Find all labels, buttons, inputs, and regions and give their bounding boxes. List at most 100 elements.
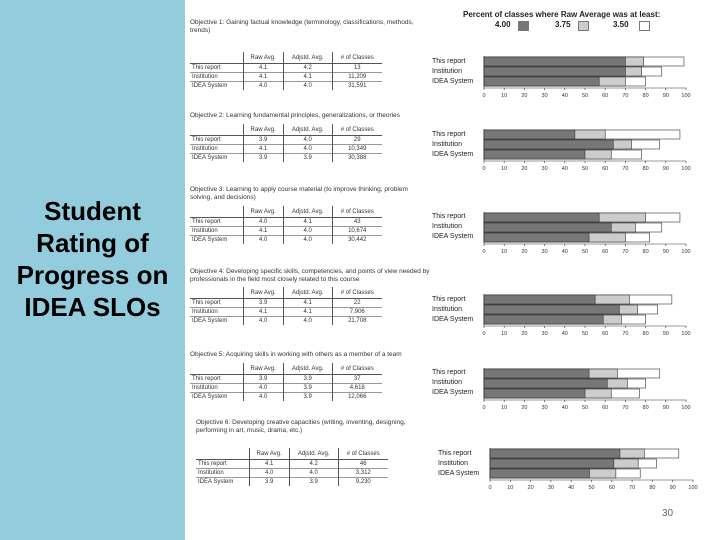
objective-stats-table: Raw Avg. Adjstd. Avg. # of Classes This rep… <box>196 448 388 486</box>
x-tick-label: 0 <box>482 331 485 337</box>
table-cell: This report <box>190 63 244 73</box>
x-tick-label: 20 <box>521 331 527 337</box>
x-tick-label: 50 <box>582 331 588 337</box>
chart-row-label: IDEA System <box>432 389 474 396</box>
x-tick-label: 40 <box>568 485 574 491</box>
table-cell: 3.9 <box>242 298 284 308</box>
table-cell: 4.0 <box>242 217 284 227</box>
legend-label-3-50: 3.50 <box>613 20 629 29</box>
table-row: IDEA System 4.0 4.0 21,708 <box>190 316 382 325</box>
table-cell: 4.2 <box>288 459 339 469</box>
table-cell: 4.1 <box>248 459 290 469</box>
table-row: This report 3.9 4.1 22 <box>190 298 382 308</box>
x-tick-label: 20 <box>521 405 527 411</box>
table-cell: Institution <box>190 383 244 393</box>
table-row: Institution 4.1 4.1 7,906 <box>190 307 382 317</box>
table-cell: 4.0 <box>282 135 333 145</box>
table-cell: 10,674 <box>331 226 382 236</box>
x-tick-label: 30 <box>542 405 548 411</box>
chart-row-labels: This report Institution IDEA System <box>438 449 479 479</box>
x-tick-label: 30 <box>548 485 554 491</box>
table-header-row: Raw Avg. Adjstd. Avg. # of Classes <box>196 448 388 460</box>
table-header-cell: Adjstd. Avg. <box>282 287 333 299</box>
chart-row-labels: This report Institution IDEA System <box>432 57 473 87</box>
table-cell: Institution <box>190 72 244 82</box>
table-header-cell: Raw Avg. <box>242 287 284 299</box>
table-cell: This report <box>190 217 244 227</box>
x-tick-label: 30 <box>542 249 548 255</box>
table-cell: 4.0 <box>288 468 339 478</box>
bar-4-00-idea-system <box>483 149 586 160</box>
x-tick-label: 20 <box>521 249 527 255</box>
table-cell: 46 <box>337 459 388 469</box>
table-cell: 43 <box>331 217 382 227</box>
table-cell: 4.1 <box>282 72 333 82</box>
bar-4-00-institution <box>483 378 608 389</box>
table-cell: 3.9 <box>282 153 333 162</box>
objective-title: Objective 6: Developing creative capacit… <box>196 419 406 434</box>
table-header-row: Raw Avg. Adjstd. Avg. # of Classes <box>190 124 382 136</box>
table-cell: 31,591 <box>331 81 382 90</box>
table-cell: 22 <box>331 298 382 308</box>
table-header-cell: Adjstd. Avg. <box>282 124 333 136</box>
x-tick-label: 30 <box>542 93 548 99</box>
table-cell: 4.1 <box>282 217 333 227</box>
table-cell: 4.0 <box>282 81 333 90</box>
objective-stats-table: Raw Avg. Adjstd. Avg. # of Classes This rep… <box>190 363 382 401</box>
table-header-cell: # of Classes <box>337 448 388 460</box>
objective-chart: 0 10 20 30 40 50 60 70 80 90 100 <box>482 212 691 255</box>
table-cell: 4.0 <box>282 144 333 154</box>
table-row: This report 3.9 3.9 37 <box>190 374 382 384</box>
x-tick-label: 20 <box>521 166 527 172</box>
table-cell: 4.1 <box>242 226 284 236</box>
table-cell: 4.0 <box>248 468 290 478</box>
objective-title: Objective 1: Gaining factual knowledge (… <box>190 19 414 34</box>
chart-row-label: Institution <box>432 68 462 75</box>
x-tick-label: 50 <box>582 405 588 411</box>
objective-chart: 0 10 20 30 40 50 60 70 80 90 100 <box>482 56 691 99</box>
table-cell: 9,230 <box>337 477 388 486</box>
table-cell: IDEA System <box>190 316 244 325</box>
bar-4-00-institution <box>483 222 612 233</box>
table-cell: 4.0 <box>242 316 284 325</box>
table-cell: 4.0 <box>242 392 284 401</box>
table-header-cell: Raw Avg. <box>242 124 284 136</box>
legend-label-4-00: 4.00 <box>495 20 511 29</box>
objective-chart: 0 10 20 30 40 50 60 70 80 90 100 <box>482 368 691 411</box>
x-tick-label: 60 <box>602 405 608 411</box>
table-cell: 4.0 <box>282 226 333 236</box>
chart-row-label: This report <box>438 450 472 457</box>
x-tick-label: 100 <box>688 485 697 491</box>
x-tick-label: 100 <box>681 166 690 172</box>
x-tick-label: 20 <box>521 93 527 99</box>
objective-title: Objective 2: Learning fundamental princi… <box>190 112 400 119</box>
bar-4-00-this-report <box>483 212 600 223</box>
objective-title: Objective 4: Developing specific skills,… <box>190 268 430 283</box>
table-row: IDEA System 4.0 3.9 12,066 <box>190 392 382 401</box>
table-cell: This report <box>190 135 244 145</box>
table-header-cell: Adjstd. Avg. <box>282 363 333 375</box>
bar-4-00-idea-system <box>483 314 604 325</box>
table-header-cell <box>190 287 244 299</box>
chart-row-label: IDEA System <box>438 470 480 477</box>
table-cell: 3.9 <box>242 153 284 162</box>
objective-stats-table: Raw Avg. Adjstd. Avg. # of Classes This rep… <box>190 287 382 325</box>
table-cell: 3,312 <box>337 468 388 478</box>
page-number: 30 <box>662 508 674 519</box>
table-cell: 30,442 <box>331 235 382 244</box>
table-cell: 4.0 <box>282 316 333 325</box>
table-cell: Institution <box>190 144 244 154</box>
table-header-cell: Adjstd. Avg. <box>282 52 333 64</box>
x-tick-label: 10 <box>501 331 507 337</box>
x-tick-label: 10 <box>501 166 507 172</box>
x-tick-label: 0 <box>482 249 485 255</box>
chart-row-label: This report <box>432 213 466 220</box>
table-cell: Institution <box>190 307 244 317</box>
x-tick-label: 90 <box>663 166 669 172</box>
objective-stats-table: Raw Avg. Adjstd. Avg. # of Classes This rep… <box>190 124 382 162</box>
table-row: This report 4.1 4.2 13 <box>190 63 382 73</box>
bar-4-00-this-report <box>489 448 621 459</box>
table-header-cell: # of Classes <box>331 206 382 218</box>
title-sidebar: Student Rating of Progress on IDEA SLOs <box>0 0 185 540</box>
x-tick-label: 70 <box>622 405 628 411</box>
